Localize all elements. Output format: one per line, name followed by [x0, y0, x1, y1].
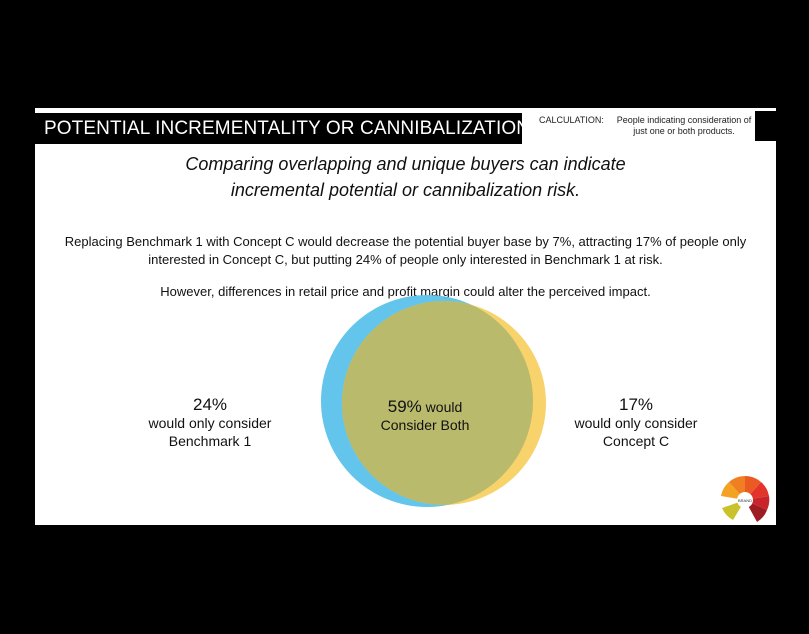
right-label: 17% would only consider Concept C — [561, 396, 711, 450]
summary-line-2: interested in Concept C, but putting 24%… — [148, 252, 663, 267]
left-pct: 24% — [192, 395, 228, 414]
overlap-pct: 59% — [387, 397, 422, 416]
left-label: 24% would only consider Benchmark 1 — [135, 396, 285, 450]
venn-overlap — [342, 301, 533, 505]
overlap-line-1: would — [421, 399, 463, 415]
right-line-2: Concept C — [602, 433, 670, 449]
subtitle-line-1: Comparing overlapping and unique buyers … — [185, 154, 626, 174]
caveat-paragraph: However, differences in retail price and… — [160, 284, 651, 299]
brand-wheel-icon: BRAND — [721, 475, 770, 522]
calculation-label: CALCULATION: — [539, 115, 604, 125]
subtitle: Comparing overlapping and unique buyers … — [35, 151, 776, 203]
overlap-line-2: Consider Both — [380, 417, 470, 433]
summary-paragraph: Replacing Benchmark 1 with Concept C wou… — [35, 233, 776, 269]
left-line-2: Benchmark 1 — [168, 433, 252, 449]
header-accent — [755, 111, 776, 141]
page-title: POTENTIAL INCREMENTALITY OR CANNIBALIZAT… — [44, 118, 531, 139]
right-line-1: would only consider — [574, 415, 698, 431]
calculation-text: People indicating consideration of just … — [616, 115, 752, 136]
summary-line-1: Replacing Benchmark 1 with Concept C wou… — [64, 234, 747, 249]
overlap-label: 59% would Consider Both — [355, 398, 495, 434]
subtitle-line-2: incremental potential or cannibalization… — [230, 180, 581, 200]
slide: POTENTIAL INCREMENTALITY OR CANNIBALIZAT… — [35, 108, 776, 525]
left-line-1: would only consider — [148, 415, 272, 431]
title-box: POTENTIAL INCREMENTALITY OR CANNIBALIZAT… — [35, 113, 530, 144]
logo-center-text: BRAND — [738, 498, 752, 503]
right-pct: 17% — [618, 395, 654, 414]
venn-diagram — [321, 295, 546, 507]
calculation-note: CALCULATION: People indicating considera… — [530, 111, 754, 141]
